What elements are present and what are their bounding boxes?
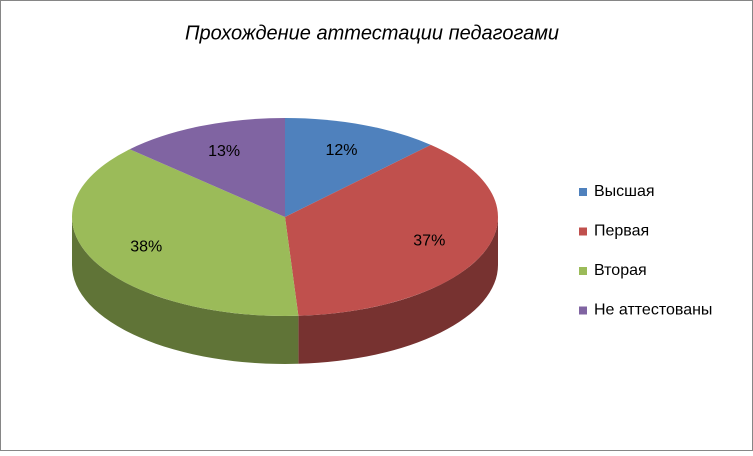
data-label: 38% [130, 239, 162, 256]
legend-swatch [579, 188, 587, 196]
data-label: 37% [413, 232, 445, 249]
data-label: 13% [208, 143, 240, 160]
legend-label: Первая [594, 223, 649, 240]
chart-title: Прохождение аттестации педагогами [185, 22, 559, 44]
pie-slice-side [72, 217, 299, 365]
pie-slice [72, 149, 299, 316]
pie-slice [285, 144, 499, 316]
data-label: 12% [325, 142, 357, 159]
legend-swatch [579, 227, 587, 236]
legend-label: Вторая [594, 262, 647, 279]
legend-label: Не аттестованы [594, 302, 712, 319]
legend-swatch [579, 306, 587, 315]
pie-slice-side [298, 217, 498, 364]
pie-slice [129, 118, 285, 217]
pie-slice [285, 118, 431, 217]
legend-swatch [579, 267, 587, 275]
legend-label: Высшая [594, 183, 655, 200]
